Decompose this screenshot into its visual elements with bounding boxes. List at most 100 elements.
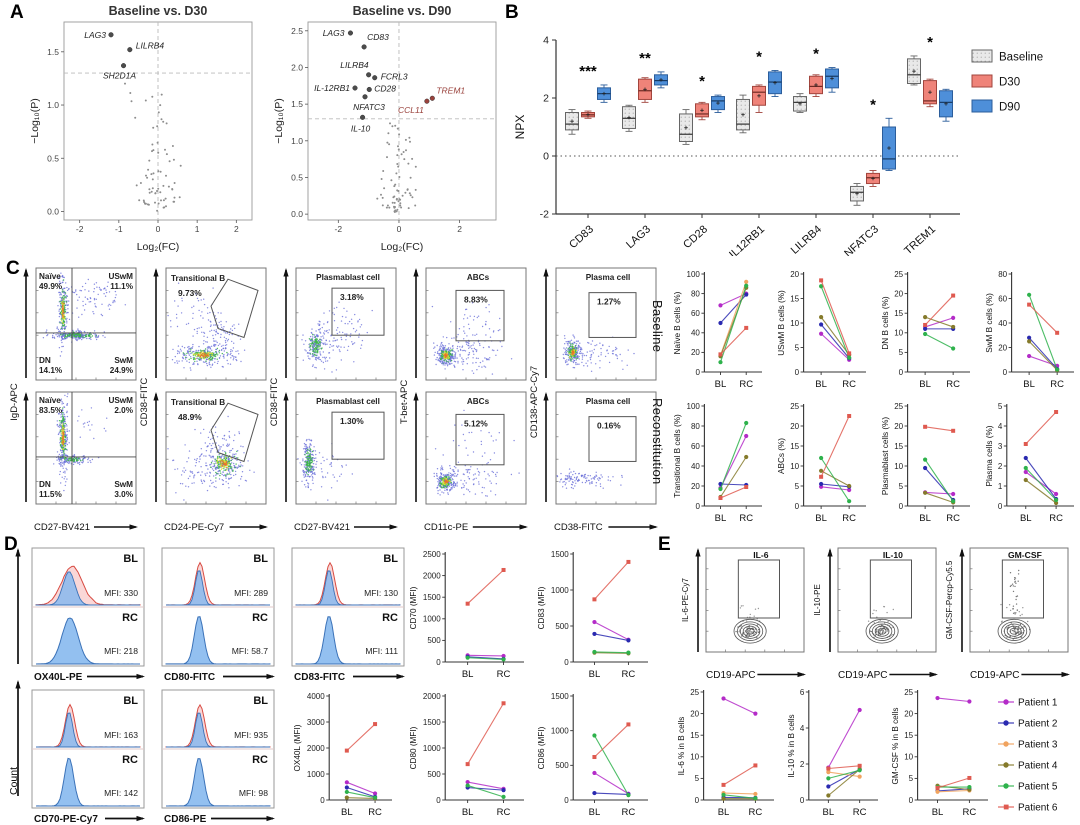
pair-ylabel: CD70 (MFI) — [409, 586, 418, 629]
svg-text:2.0: 2.0 — [291, 62, 303, 72]
mfi-bl: MFI: 130 — [364, 588, 398, 598]
mfi-bl: MFI: 330 — [104, 588, 138, 598]
mfi-bl: MFI: 935 — [234, 730, 268, 740]
gate-label: Plasmablast cell — [316, 273, 380, 282]
svg-text:-2: -2 — [76, 224, 84, 234]
chart-dn-b: 0 5 10 15 20 25 DN B cells (%) BL RC — [880, 266, 976, 394]
panel-c-label: C — [6, 258, 20, 279]
gene-label: IL-10 — [351, 123, 371, 133]
contour-svg: IL-6 IL-6-PE-Cy7 CD19-APC — [681, 547, 806, 681]
gene-label: CD28 — [374, 83, 396, 93]
svg-text:1.0: 1.0 — [47, 100, 59, 110]
gene-tick-label: TREM1 — [902, 223, 938, 256]
svg-text:1.0: 1.0 — [291, 136, 303, 146]
contour-xlabel: CD19-APC — [838, 670, 887, 681]
svg-text:1.5: 1.5 — [291, 99, 303, 109]
svg-text:-2: -2 — [335, 224, 343, 234]
gene-label: LAG3 — [323, 28, 345, 38]
pair-ylabel: IL-6 % in B cells — [677, 717, 686, 776]
gene-tick-label: IL12RB1 — [727, 223, 767, 256]
mfi-rc: MFI: 98 — [239, 788, 268, 798]
contour-il6: IL-6 IL-6-PE-Cy7 CD19-APC — [676, 544, 808, 684]
patient-legend: Patient 1 Patient 2 Patient 3 Patient 4 Pati… — [996, 692, 1080, 825]
svg-text:2: 2 — [457, 224, 462, 234]
sig-asterisks: * — [870, 96, 876, 113]
gene-label: IL-12RB1 — [314, 83, 350, 93]
rc-label: RC — [122, 612, 138, 624]
panel-e-label: E — [658, 534, 671, 555]
gene-label: CCL11 — [398, 105, 424, 115]
legend-label: D90 — [999, 102, 1020, 114]
pair-ylabel: GM-CSF % in B cells — [891, 708, 900, 785]
pair-ylabel: USwM B cells (%) — [777, 290, 786, 356]
svg-text:3.0%: 3.0% — [114, 490, 133, 499]
hist-svg: BL MFI: 935 RC MFI: 98 CD86-PE — [161, 689, 275, 825]
svg-text:4: 4 — [543, 35, 549, 47]
hist-svg: BL MFI: 163 RC MFI: 142 CD70-PE-Cy7 — [31, 689, 145, 825]
flow-column-tbet-cd11c: ABCs 8.83% ABCs 5.12% T-bet-APC CD11c-PE — [398, 266, 528, 536]
pair-ylabel: OX40L (MFI) — [293, 724, 302, 771]
contour-xlabel: CD19-APC — [706, 670, 755, 681]
volcano-svg: Baseline vs. D30 -2 -1 0 1 2 0.0 0.5 1.0 1.5 Log₂(… — [29, 4, 253, 253]
svg-text:1.5: 1.5 — [47, 47, 59, 57]
svg-text:1.30%: 1.30% — [340, 416, 364, 426]
legend-label: Patient 2 — [1018, 719, 1058, 730]
mfi-rc: MFI: 58.7 — [232, 646, 269, 656]
chart-cd83-mfi: 0 500 1000 1500 CD83 (MFI) BL RC — [536, 546, 654, 684]
hist-xlabel: CD70-PE-Cy7 — [34, 814, 98, 825]
hist-cd86: BL MFI: 935 RC MFI: 98 CD86-PE — [160, 688, 276, 825]
gene-tick-label: CD28 — [681, 223, 710, 251]
flow-col-svg: Naïve49.9%USwM11.1%DN14.1%SwM24.9%Naïve8… — [9, 267, 138, 533]
gene-label: TREM1 — [436, 85, 465, 95]
contour-svg: GM-CSF GM-CSF-Percp-Cy5.5 CD19-APC — [945, 547, 1070, 681]
chart-cd80-mfi: 0 500 1000 1500 2000 CD80 (MFI) BL RC — [408, 688, 530, 822]
gate-label: IL-10 — [883, 550, 903, 560]
contour-xlabel: CD19-APC — [970, 670, 1019, 681]
flow-col-svg: Plasmablast cell 3.18% Plasmablast cell 1.3… — [269, 267, 398, 533]
svg-text:0.5: 0.5 — [291, 172, 303, 182]
pair-ylabel: Naïve B cells (%) — [673, 291, 682, 354]
legend-label: Patient 5 — [1018, 782, 1058, 793]
hist-cd83: BL MFI: 130 RC MFI: 111 CD83-FITC — [290, 546, 406, 686]
pair-ylabel: Plasmablast cells (%) — [881, 417, 890, 496]
volcano-title: Baseline vs. D90 — [353, 4, 452, 18]
chart-plasmablast: 0 5 10 15 20 25 Plasmablast cells (%) BL RC — [880, 398, 976, 528]
rc-label: RC — [252, 612, 268, 624]
contour-svg: IL-10 IL-10-PE CD19-APC — [813, 547, 938, 681]
svg-text:−Log₁₀(P): −Log₁₀(P) — [29, 98, 41, 144]
flow-col-svg: Transitional B 9.73% Transitional B 48.9% CD… — [139, 267, 268, 533]
gene-tick-label: NFATC3 — [842, 223, 881, 256]
flow-ylabel: CD138-APC-Cy7 — [529, 366, 540, 438]
svg-text:0: 0 — [543, 151, 549, 163]
gate-label: Plasma cell — [586, 397, 631, 406]
legend-label: Patient 1 — [1018, 698, 1058, 709]
gene-label: CD83 — [367, 32, 389, 42]
contour-ylabel: IL-6-PE-Cy7 — [681, 577, 690, 622]
bl-label: BL — [253, 553, 268, 565]
bl-label: BL — [253, 695, 268, 707]
sig-asterisks: * — [813, 46, 819, 63]
flow-xlabel: CD27-BV421 — [294, 522, 350, 533]
panel-a-label: A — [10, 2, 24, 23]
svg-text:SwM: SwM — [114, 480, 133, 489]
svg-text:NPX: NPX — [513, 115, 527, 140]
flow-col-svg: ABCs 8.83% ABCs 5.12% T-bet-APC CD11c-PE — [399, 267, 528, 533]
hist-xlabel: CD83-FITC — [294, 672, 345, 683]
flow-ylabel: CD38-FITC — [269, 378, 280, 427]
gene-tick-label: LAG3 — [624, 223, 653, 251]
panel-d-label: D — [4, 534, 18, 555]
gate-label: ABCs — [467, 273, 490, 282]
sig-asterisks: ** — [639, 50, 651, 67]
hist-cd70: BL MFI: 163 RC MFI: 142 CD70-PE-Cy7 — [30, 688, 146, 825]
boxplot-svg: -2024NPX***CD83**LAG3*CD28*IL12RB1*LILRB… — [513, 34, 1043, 256]
quad-label: Naïve — [39, 272, 61, 281]
hist-xlabel: CD80-FITC — [164, 672, 215, 683]
bl-label: BL — [123, 695, 138, 707]
svg-text:-1: -1 — [115, 224, 123, 234]
rc-label: RC — [252, 754, 268, 766]
hist-xlabel: CD86-PE — [164, 814, 207, 825]
